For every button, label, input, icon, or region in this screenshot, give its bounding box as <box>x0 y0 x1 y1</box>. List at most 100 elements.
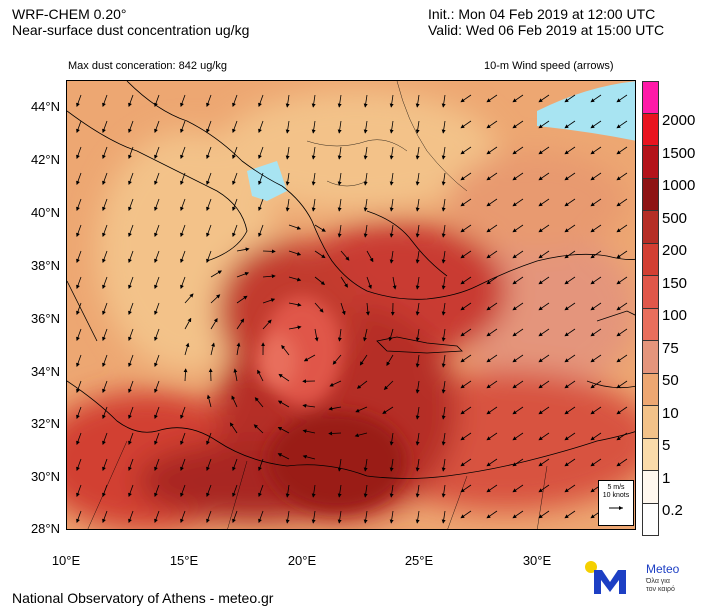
wind-arrow <box>102 250 108 264</box>
wind-arrow <box>538 224 550 233</box>
wind-arrow <box>206 510 212 524</box>
wind-arrow <box>590 224 602 233</box>
wind-arrow <box>206 432 212 446</box>
wind-arrow <box>512 380 524 389</box>
wind-arrow <box>590 120 602 129</box>
wind-arrow <box>102 120 108 134</box>
wind-arrow <box>441 146 446 160</box>
wind-arrow <box>281 344 290 356</box>
wind-arrow <box>512 354 524 363</box>
wind-arrow <box>154 432 160 446</box>
wind-arrow <box>415 302 420 316</box>
wind-arrow <box>128 432 134 446</box>
reference-arrow-icon <box>609 506 623 510</box>
wind-arrow <box>512 198 524 207</box>
wind-arrow <box>180 250 186 264</box>
wind-arrow <box>76 510 82 524</box>
wind-arrow <box>538 328 550 337</box>
wind-arrow <box>460 380 472 389</box>
wind-arrow <box>154 146 160 160</box>
wind-arrow <box>258 146 264 160</box>
wind-arrow <box>76 276 82 290</box>
wind-arrow <box>486 484 498 493</box>
wind-arrow <box>102 328 108 342</box>
logo-tagline-1: Όλα για <box>646 578 670 585</box>
wind-arrow <box>564 276 576 285</box>
wind-arrow <box>76 432 82 446</box>
lon-label-15: 15°E <box>169 553 199 568</box>
wind-arrow <box>288 224 302 230</box>
wind-arrow <box>206 94 212 108</box>
colorbar-label: 5 <box>662 437 671 454</box>
wind-arrow <box>76 458 82 472</box>
colorbar-swatch <box>642 146 659 179</box>
colorbar-swatch <box>642 341 659 374</box>
valid-time: Valid: Wed 06 Feb 2019 at 15:00 UTC <box>428 22 665 38</box>
wind-arrow <box>337 94 342 108</box>
low-dust-area-adriatic <box>247 161 287 201</box>
wind-arrow <box>154 510 160 524</box>
wind-arrow <box>538 302 550 311</box>
wind-arrow <box>236 318 245 330</box>
wind-arrow <box>262 249 276 254</box>
wind-arrow <box>538 120 550 129</box>
colorbar-label: 1 <box>662 470 671 487</box>
wind-arrow <box>564 224 576 233</box>
wind-arrow <box>154 250 160 264</box>
wind-arrow <box>102 302 108 316</box>
wind-arrow <box>180 432 186 446</box>
wind-arrow <box>154 120 160 134</box>
wind-arrow <box>538 354 550 363</box>
wind-arrow <box>512 94 524 103</box>
wind-arrow <box>486 432 498 441</box>
wind-arrow <box>128 198 134 212</box>
wind-arrow <box>486 172 498 181</box>
footer-credit: National Observatory of Athens - meteo.g… <box>12 590 274 606</box>
wind-arrow <box>616 354 628 363</box>
wind-arrow <box>337 146 342 160</box>
lat-label-38: 38°N <box>30 258 60 273</box>
wind-arrow <box>363 328 368 342</box>
wind-arrow <box>538 406 550 415</box>
wind-arrow <box>564 380 576 389</box>
wind-arrow <box>285 484 290 498</box>
wind-arrow <box>512 172 524 181</box>
wind-arrow <box>128 120 134 134</box>
wind-arrow <box>441 432 446 446</box>
wind-arrow <box>538 432 550 441</box>
wind-arrows <box>76 94 628 524</box>
wind-arrow <box>258 510 264 524</box>
wind-arrow <box>460 146 472 155</box>
wind-arrow <box>415 380 420 394</box>
wind-arrow <box>590 198 602 207</box>
wind-arrow <box>441 172 446 186</box>
wind-arrow <box>258 484 264 498</box>
lon-label-10: 10°E <box>51 553 81 568</box>
wind-arrow <box>564 172 576 181</box>
wind-arrow <box>359 354 368 366</box>
lat-label-44: 44°N <box>30 99 60 114</box>
wind-arrow <box>616 380 628 389</box>
wind-arrow <box>128 328 134 342</box>
wind-arrow <box>285 172 290 186</box>
wind-arrow <box>340 276 348 288</box>
wind-arrow <box>460 302 472 311</box>
wind-arrow <box>538 198 550 207</box>
wind-arrow <box>180 120 186 134</box>
wind-arrow <box>415 276 420 290</box>
wind-arrow <box>231 395 238 408</box>
wind-arrow <box>538 276 550 285</box>
wind-arrow <box>389 250 394 264</box>
wind-arrow <box>262 298 276 304</box>
wind-arrow <box>512 458 524 467</box>
wind-arrow <box>206 394 212 408</box>
wind-arrow <box>206 172 212 186</box>
wind-arrow <box>486 354 498 363</box>
wind-arrow <box>210 294 221 304</box>
wind-arrow <box>486 406 498 415</box>
colorbar-swatch <box>642 406 659 439</box>
wind-arrow <box>180 276 186 290</box>
wind-arrow <box>180 198 186 212</box>
wind-arrow <box>616 302 628 311</box>
wind-arrow <box>590 328 602 337</box>
